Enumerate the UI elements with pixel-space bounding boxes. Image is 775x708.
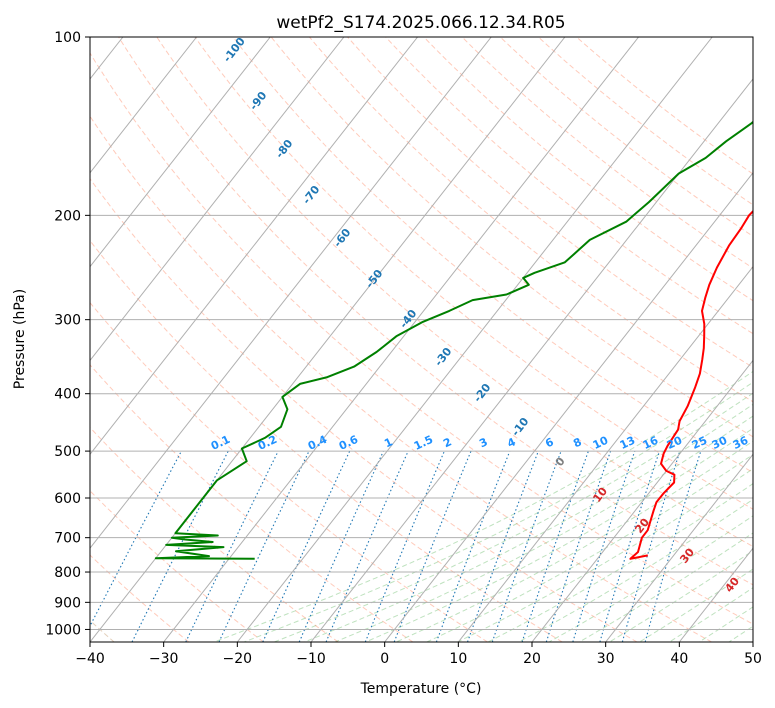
temperature-profile-line (629, 209, 753, 560)
x-tick-label: −20 (223, 651, 253, 667)
dry-adiabat (232, 37, 753, 474)
x-tick-label: 10 (449, 651, 467, 667)
mixing-ratio-line (298, 450, 384, 642)
moist-adiabat (365, 427, 753, 642)
y-tick-label: 400 (54, 387, 81, 403)
isotherm-line (90, 37, 492, 549)
x-tick-label: −10 (296, 651, 326, 667)
moist-adiabat (457, 468, 753, 642)
mixing-ratio-line (545, 450, 612, 642)
x-tick-label: 0 (380, 651, 389, 667)
moist-adiabat (214, 370, 753, 642)
y-tick-label: 1000 (45, 622, 81, 638)
moist-adiabat (395, 440, 753, 642)
isotherm-line (90, 37, 566, 642)
mixing-ratio-line (325, 450, 409, 642)
dry-adiabat (309, 37, 753, 403)
mixing-ratio-label: 36 (731, 434, 751, 452)
plot-area: -100-90-80-70-60-50-40-30-20-10010203040… (90, 37, 753, 642)
y-tick-label: 200 (54, 208, 81, 224)
mixing-ratio-line (364, 450, 445, 642)
isotherm-line (90, 37, 197, 174)
mixing-ratio-line (599, 450, 661, 642)
dry-adiabat (194, 37, 753, 510)
chart-title: wetPf2_S174.2025.066.12.34.R05 (276, 13, 565, 33)
dry-adiabat (385, 37, 753, 335)
y-axis-ticks: 100 200 300 400 500 600 700 800 900 1000 (45, 30, 90, 638)
isotherm-line (90, 37, 271, 268)
dry-adiabat (90, 301, 488, 642)
mixing-ratio-label: 25 (690, 434, 709, 452)
dry-adiabat (90, 364, 414, 642)
y-tick-label: 600 (54, 491, 81, 507)
moist-adiabat (609, 550, 753, 642)
mixing-ratio-line (621, 450, 681, 642)
mixing-ratio-label: 20 (665, 434, 685, 452)
isobar-grid (90, 37, 753, 630)
x-tick-label: 50 (744, 651, 762, 667)
x-axis-label: Temperature (°C) (360, 681, 482, 697)
x-tick-label: −30 (149, 651, 179, 667)
mixing-ratio-line (466, 450, 539, 642)
moist-adiabat (274, 392, 753, 642)
dry-adiabat (156, 37, 753, 548)
y-axis-label: Pressure (hPa) (12, 289, 28, 389)
isotherm-line (531, 359, 753, 642)
isotherm-line (236, 37, 713, 642)
moist-adiabat (304, 403, 753, 642)
moist-adiabat (426, 453, 753, 642)
y-tick-label: 900 (54, 595, 81, 611)
mixing-ratio-line (521, 450, 589, 642)
sounding-series (154, 120, 753, 560)
mixing-ratio-label: 30 (710, 434, 730, 452)
isotherm-line (605, 453, 753, 642)
x-tick-label: 20 (523, 651, 541, 667)
x-tick-label: −40 (75, 651, 105, 667)
x-tick-label: 30 (597, 651, 615, 667)
dry-adiabat (90, 239, 563, 642)
plot-frame (89, 36, 754, 643)
mixing-ratio-label: 16 (641, 434, 661, 452)
y-tick-label: 100 (54, 30, 81, 46)
y-tick-label: 800 (54, 565, 81, 581)
x-tick-label: 40 (670, 651, 688, 667)
isotherm-line (457, 265, 753, 642)
dry-adiabat (118, 37, 753, 586)
moist-adiabat (548, 515, 753, 642)
dry-adiabat (461, 37, 753, 269)
x-axis-ticks: −40 −30 −20 −10 0 10 20 30 40 50 (75, 642, 762, 667)
dry-adiabat (90, 115, 712, 642)
dry-adiabat (90, 177, 638, 642)
moist-adiabat (579, 532, 753, 642)
isotherm-grid (90, 37, 753, 642)
dry-adiabat (90, 52, 753, 625)
moist-adiabat (518, 498, 753, 642)
moist-adiabats (214, 370, 753, 642)
dry-adiabat (270, 37, 753, 438)
mixing-ratio-line (572, 450, 636, 642)
dry-adiabat (537, 37, 753, 206)
dry-adiabat (347, 37, 753, 368)
moist-adiabat (243, 381, 753, 642)
y-tick-label: 700 (54, 531, 81, 547)
dry-adiabat (423, 37, 753, 302)
isotherm-line (384, 171, 753, 642)
y-tick-label: 500 (54, 444, 81, 460)
dewpoint-profile-line (154, 120, 753, 560)
isotherm-line (90, 37, 418, 456)
y-tick-label: 300 (54, 313, 81, 329)
mixing-ratio-line (491, 450, 562, 642)
moist-adiabat (334, 415, 753, 642)
mixing-ratio-label: 13 (618, 434, 637, 452)
moist-adiabat (639, 568, 753, 642)
isotherm-line (163, 37, 639, 642)
isotherm-line (90, 37, 345, 362)
dry-adiabats (90, 37, 753, 642)
mixing-ratio-line (435, 450, 511, 642)
isotherm-line (310, 78, 753, 642)
mixing-ratio-label: 10 (591, 434, 611, 452)
